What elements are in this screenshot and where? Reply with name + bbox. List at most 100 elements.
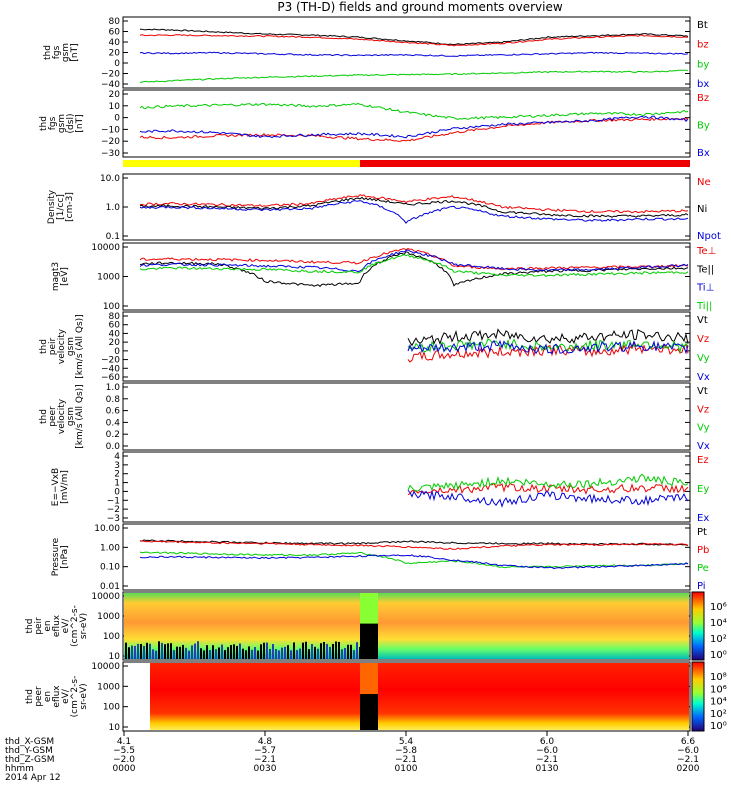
heatmap-speckle (329, 646, 331, 659)
y-tick-label: 1 (114, 479, 120, 489)
colorbar-tick-label: 10⁸ (710, 672, 727, 683)
legend-entry-Te||: Te|| (696, 264, 714, 275)
y-axis-label: eV/ (61, 618, 71, 634)
heatmap-speckle (131, 645, 133, 659)
heatmap-speckle (317, 648, 319, 659)
series-line-Te⊥ (139, 248, 689, 271)
x-tick-label-time: 0000 (113, 764, 136, 774)
legend-entry-Ne: Ne (697, 177, 711, 188)
heatmap-speckle (167, 643, 169, 659)
heatmap-speckle (275, 649, 277, 659)
legend-entry-Vy: Vy (697, 353, 710, 364)
y-tick-label: 10 (109, 723, 121, 733)
heatmap-speckle (173, 650, 175, 659)
heatmap-speckle (338, 641, 340, 659)
series-line-By (139, 102, 689, 120)
heatmap-speckle (170, 643, 172, 659)
x-tick-label-zgsm: −2.1 (536, 755, 558, 765)
y-tick-label: 10.0 (100, 174, 120, 184)
y-axis-label: en (43, 691, 53, 702)
heatmap-speckle (227, 647, 229, 659)
series-line-Ex (407, 489, 689, 508)
series-line-Te|| (139, 251, 689, 288)
heatmap-speckle (179, 646, 181, 659)
panel-frame (122, 382, 691, 451)
x-tick-label-ygsm: −5.5 (113, 746, 135, 756)
heatmap-speckle (182, 644, 184, 659)
heatmap-speckle (326, 643, 328, 659)
legend-entry-Bt: Bt (697, 20, 708, 31)
heatmap-speckle (161, 642, 163, 659)
panel-fgs-gsm (122, 16, 691, 89)
y-axis-label: Density (47, 189, 57, 224)
y-tick-label: −20 (101, 356, 120, 366)
panel-peir-eflux (122, 591, 705, 661)
x-tick-label-ygsm: −5.7 (254, 746, 276, 756)
heatmap-speckle (251, 649, 253, 659)
y-tick-label: 1000 (97, 273, 120, 283)
legend-entry-Bx: Bx (697, 148, 710, 159)
heatmap-speckle (200, 648, 202, 659)
series-line-bz (139, 34, 689, 47)
panel-frame (122, 451, 691, 523)
y-tick-label: 1.0 (106, 383, 121, 393)
y-axis-label: eflux (52, 614, 62, 637)
x-tick-label-zgsm: −2.1 (254, 755, 276, 765)
series-line-Ti⊥ (139, 249, 689, 273)
y-tick-label: −1 (107, 496, 120, 506)
colorbar-tick-label: 10⁴ (710, 618, 727, 629)
y-axis-label: velocity (57, 328, 67, 364)
heatmap-speckle (206, 645, 208, 659)
panel-peir-velocity (122, 311, 691, 382)
y-tick-label: 20 (109, 338, 121, 348)
y-tick-label: 10 (109, 102, 121, 112)
heatmap-speckle (152, 649, 154, 659)
y-tick-label: 10000 (91, 592, 120, 602)
heatmap-speckle (332, 643, 334, 659)
status-bar-red (360, 160, 690, 167)
heatmap-speckle (221, 644, 223, 659)
y-axis-label: fgs (48, 116, 58, 130)
x-tick-label-time: 0100 (395, 764, 418, 774)
y-tick-label: 0 (114, 59, 120, 69)
heatmap-speckle (308, 649, 310, 659)
legend-entry-Ez: Ez (697, 455, 709, 466)
heatmap-speckle (164, 644, 166, 659)
heatmap-speckle (176, 646, 178, 659)
y-tick-label: 10.00 (94, 524, 120, 534)
y-axis-label: velocity (57, 398, 67, 434)
heatmap-speckle (254, 647, 256, 659)
legend-entry-Vx: Vx (697, 372, 710, 383)
y-tick-label: −20 (101, 70, 120, 80)
y-axis-label: thd (39, 116, 49, 131)
y-axis-label: [nT] (70, 43, 80, 61)
y-tick-label: 60 (109, 28, 121, 38)
panel-frame (122, 311, 691, 382)
y-axis-label: [nT] (75, 114, 85, 132)
legend-entry-Vx: Vx (697, 441, 710, 452)
legend-entry-Ey: Ey (697, 484, 709, 495)
bottom-row-label: thd_X-GSM (5, 737, 54, 747)
y-axis-label: eflux (52, 685, 62, 708)
series-line-Pe (139, 551, 689, 569)
x-tick-label-xgsm: 4.1 (117, 737, 131, 747)
heatmap-gap-top (360, 663, 378, 695)
status-bar-yellow (123, 160, 360, 167)
series-line-Npot (139, 200, 689, 224)
y-tick-label: 10000 (91, 243, 120, 253)
series-line-Pb (139, 540, 689, 550)
y-axis-label: [nPa] (60, 545, 70, 568)
y-tick-label: 0.1 (106, 232, 120, 242)
y-axis-label: E=−VxB (51, 468, 61, 506)
heatmap-speckle (290, 650, 292, 659)
legend-entry-Ex: Ex (697, 513, 709, 524)
y-tick-label: 20 (109, 90, 121, 100)
legend-entry-Pt: Pt (697, 527, 707, 538)
y-tick-label: −60 (101, 373, 120, 383)
heatmap-speckle (347, 644, 349, 659)
panel-fgs-gsm-zoom (122, 89, 691, 158)
legend-entry-bz: bz (697, 40, 709, 51)
y-axis-label: eV/ (61, 688, 71, 704)
x-tick-label-xgsm: 6.0 (540, 737, 555, 747)
